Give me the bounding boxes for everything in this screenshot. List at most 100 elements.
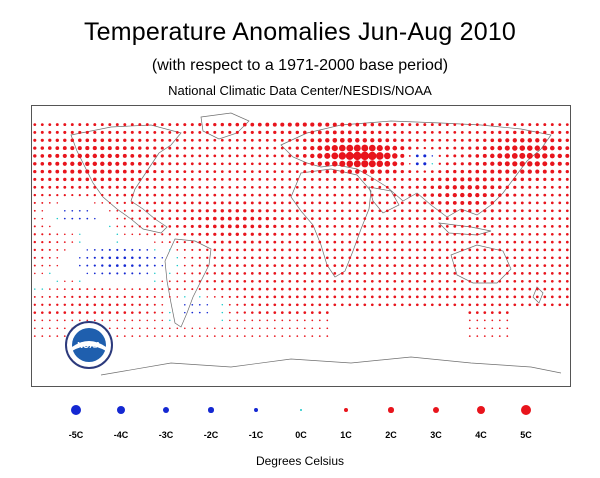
anomaly-dot [93,272,96,275]
anomaly-dot [55,138,59,142]
anomaly-dot [453,138,457,142]
anomaly-dot [288,224,292,228]
anomaly-dot [235,178,239,181]
anomaly-dot [303,185,307,189]
anomaly-dot [340,130,345,135]
anomaly-dots [33,122,570,337]
anomaly-dot [288,201,292,205]
anomaly-dot [123,225,126,228]
anomaly-dot [325,138,330,143]
anomaly-dot [160,177,164,181]
anomaly-dot [490,123,494,127]
anomaly-dot [138,154,142,158]
anomaly-dot [146,295,149,298]
anomaly-dot [303,279,307,283]
legend-dot-wrap [504,400,548,420]
anomaly-dot [130,130,134,134]
legend-label: 2C [385,430,397,440]
anomaly-dot [415,240,419,244]
anomaly-dot [33,311,37,314]
anomaly-dot [71,241,74,243]
anomaly-dot [339,160,346,167]
anomaly-dot [86,288,89,291]
anomaly-dot [565,248,569,252]
anomaly-dot [221,280,224,283]
anomaly-dot [505,264,509,267]
anomaly-dot [550,248,554,252]
anomaly-dot [63,241,66,243]
anomaly-dot [191,288,194,291]
anomaly-dot [198,335,201,337]
anomaly-dot [48,123,52,127]
anomaly-dot [190,162,194,166]
anomaly-dot [48,264,51,267]
anomaly-dot [438,217,442,221]
anomaly-dot [408,256,412,260]
anomaly-dot [340,240,344,244]
anomaly-dot [363,287,367,291]
anomaly-dot [250,224,255,229]
anomaly-dot [453,225,457,228]
anomaly-dot [558,232,562,236]
anomaly-dot [243,279,247,283]
anomaly-dot [505,130,509,135]
anomaly-dot [520,185,524,189]
anomaly-dot [378,217,382,220]
anomaly-dot [408,201,412,205]
anomaly-dot [453,232,457,236]
anomaly-dot [86,295,89,299]
anomaly-dot [250,138,254,142]
anomaly-dot [416,170,419,173]
anomaly-dot [475,240,479,244]
anomaly-dot [468,138,472,142]
anomaly-dot [520,295,524,299]
noaa-logo: NOAA [65,321,113,369]
anomaly-dot [108,138,112,143]
anomaly-dot [145,162,150,166]
anomaly-dot [385,303,389,307]
anomaly-dot [122,161,127,166]
anomaly-dot [325,177,329,181]
anomaly-dot [438,248,442,252]
anomaly-dot [423,287,427,291]
anomaly-dot [175,170,179,174]
anomaly-dot [146,225,149,228]
anomaly-dot [445,169,449,174]
anomaly-dot [265,216,269,221]
anomaly-dot [78,130,82,134]
anomaly-dot [71,288,74,291]
anomaly-dot [56,248,59,251]
anomaly-dot [393,248,397,252]
anomaly-dot [558,169,562,174]
legend-dot-wrap [189,400,233,420]
anomaly-dot [123,256,127,260]
map-subtitle: (with respect to a 1971-2000 base period… [151,57,449,74]
anomaly-dot [423,193,427,197]
anomaly-dot [33,123,37,126]
anomaly-dot [108,201,111,204]
anomaly-dot [497,145,503,151]
anomaly-dot [281,327,284,330]
anomaly-dot [452,200,457,205]
anomaly-dot [490,209,494,213]
anomaly-dot [378,209,382,213]
anomaly-dot [92,146,97,151]
anomaly-dot [460,131,464,134]
anomaly-dot [280,130,284,135]
anomaly-dot [558,272,562,275]
anomaly-dot [236,287,239,291]
anomaly-dot [70,177,75,182]
anomaly-dot [476,327,479,330]
anomaly-dot [535,169,540,174]
anomaly-dot [288,146,292,150]
anomaly-dot [490,240,494,244]
anomaly-dot [520,240,524,244]
anomaly-dot [438,162,441,165]
anomaly-dot [198,178,202,181]
anomaly-dot [243,264,247,267]
anomaly-dot [565,146,570,150]
anomaly-dot [400,169,404,174]
anomaly-dot [116,233,119,236]
anomaly-dot [131,335,134,337]
anomaly-dot [303,209,307,213]
